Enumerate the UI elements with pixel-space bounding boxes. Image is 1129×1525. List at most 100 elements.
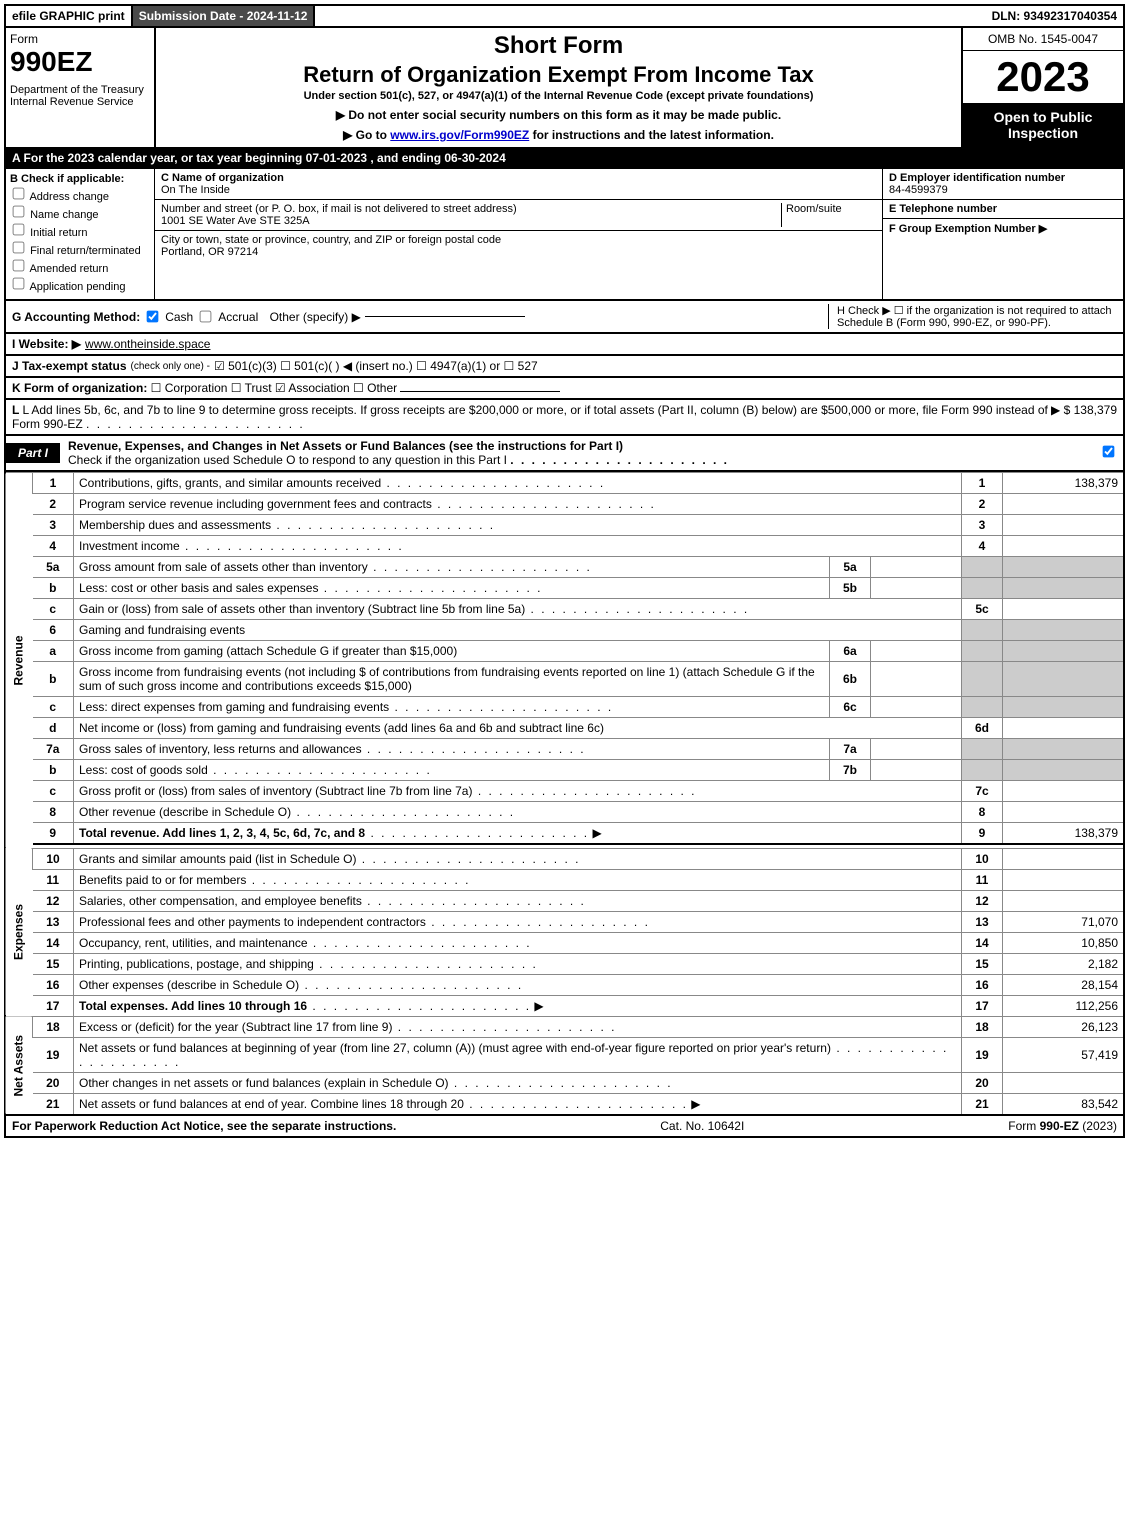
chk-initial-return[interactable]: Initial return xyxy=(10,223,150,239)
line-18-text: Excess or (deficit) for the year (Subtra… xyxy=(79,1020,392,1034)
line-19-text: Net assets or fund balances at beginning… xyxy=(79,1041,831,1055)
form-header: Form 990EZ Department of the Treasury In… xyxy=(4,28,1125,149)
telephone-label: E Telephone number xyxy=(889,203,1117,215)
line-6b-mid-amt xyxy=(871,662,962,697)
line-num: a xyxy=(33,641,74,662)
line-num: 7a xyxy=(33,739,74,760)
dept-irs: Internal Revenue Service xyxy=(10,96,150,108)
line-6d-amt xyxy=(1003,718,1125,739)
line-21-amt: 83,542 xyxy=(1003,1093,1125,1115)
line-num: 2 xyxy=(33,494,74,515)
line-7b-mn: 7b xyxy=(830,760,871,781)
form-org-options[interactable]: ☐ Corporation ☐ Trust ☑ Association ☐ Ot… xyxy=(151,381,397,395)
tax-exempt-label: J Tax-exempt status xyxy=(12,359,127,373)
irs-link[interactable]: www.irs.gov/Form990EZ xyxy=(390,128,529,142)
city-value: Portland, OR 97214 xyxy=(161,246,876,258)
line-16-rn: 16 xyxy=(962,974,1003,995)
line-9-rn: 9 xyxy=(962,823,1003,845)
line-7a-mid-amt xyxy=(871,739,962,760)
row-L-amt-label: ▶ $ xyxy=(1051,403,1070,417)
chk-application-pending[interactable]: Application pending xyxy=(10,277,150,293)
line-7c-amt xyxy=(1003,781,1125,802)
row-I-website: I Website: ▶ www.ontheinside.space xyxy=(4,334,1125,356)
grey-cell xyxy=(962,557,1003,578)
line-5c-amt xyxy=(1003,599,1125,620)
line-13-amt: 71,070 xyxy=(1003,911,1125,932)
line-num: 19 xyxy=(33,1037,74,1072)
footer-form-ref: Form 990-EZ (2023) xyxy=(1008,1119,1117,1133)
line-6c-mn: 6c xyxy=(830,697,871,718)
line-6b-mn: 6b xyxy=(830,662,871,697)
line-16-text: Other expenses (describe in Schedule O) xyxy=(79,978,299,992)
line-5b-mn: 5b xyxy=(830,578,871,599)
line-3-amt xyxy=(1003,515,1125,536)
ssn-warning: ▶ Do not enter social security numbers o… xyxy=(164,108,953,122)
line-num: 3 xyxy=(33,515,74,536)
line-20-rn: 20 xyxy=(962,1072,1003,1093)
line-6d-text: Net income or (loss) from gaming and fun… xyxy=(79,721,604,735)
chk-amended-return[interactable]: Amended return xyxy=(10,259,150,275)
line-11-text: Benefits paid to or for members xyxy=(79,873,246,887)
line-5a-mn: 5a xyxy=(830,557,871,578)
line-13-rn: 13 xyxy=(962,911,1003,932)
website-value[interactable]: www.ontheinside.space xyxy=(85,337,210,351)
part-1-tag: Part I xyxy=(6,443,60,463)
line-2-rn: 2 xyxy=(962,494,1003,515)
efile-print-button[interactable]: efile GRAPHIC print xyxy=(6,6,133,26)
line-17-text: Total expenses. Add lines 10 through 16 xyxy=(79,999,307,1013)
line-3-rn: 3 xyxy=(962,515,1003,536)
line-8-text: Other revenue (describe in Schedule O) xyxy=(79,805,291,819)
part-1-header: Part I Revenue, Expenses, and Changes in… xyxy=(4,436,1125,472)
line-num: 17 xyxy=(33,995,74,1016)
org-name: On The Inside xyxy=(161,184,876,196)
chk-schedule-o-part1[interactable] xyxy=(1103,446,1115,458)
line-19-amt: 57,419 xyxy=(1003,1037,1125,1072)
dln-number: DLN: 93492317040354 xyxy=(986,6,1123,26)
accounting-other-input[interactable] xyxy=(365,316,525,317)
chk-accrual[interactable] xyxy=(200,311,212,323)
line-6-text: Gaming and fundraising events xyxy=(74,620,962,641)
row-H-schedule-b: H Check ▶ ☐ if the organization is not r… xyxy=(828,304,1117,329)
line-5c-rn: 5c xyxy=(962,599,1003,620)
form-org-other-input[interactable] xyxy=(400,391,560,392)
line-12-amt xyxy=(1003,890,1125,911)
line-16-amt: 28,154 xyxy=(1003,974,1125,995)
open-public-badge: Open to Public Inspection xyxy=(963,103,1123,147)
ein-value: 84-4599379 xyxy=(889,184,1117,196)
entity-info-block: B Check if applicable: Address change Na… xyxy=(4,169,1125,301)
title-return: Return of Organization Exempt From Incom… xyxy=(164,62,953,88)
line-6c-mid-amt xyxy=(871,697,962,718)
line-num: b xyxy=(33,760,74,781)
chk-cash[interactable] xyxy=(147,311,159,323)
line-17-amt: 112,256 xyxy=(1003,995,1125,1016)
line-num: c xyxy=(33,599,74,620)
line-num: 1 xyxy=(33,473,74,494)
line-6a-text: Gross income from gaming (attach Schedul… xyxy=(79,644,457,658)
line-11-rn: 11 xyxy=(962,869,1003,890)
line-18-rn: 18 xyxy=(962,1016,1003,1037)
chk-name-change[interactable]: Name change xyxy=(10,205,150,221)
line-num: 6 xyxy=(33,620,74,641)
line-num: 9 xyxy=(33,823,74,845)
page-footer: For Paperwork Reduction Act Notice, see … xyxy=(4,1116,1125,1138)
line-15-text: Printing, publications, postage, and shi… xyxy=(79,957,314,971)
tax-exempt-options[interactable]: ☑ 501(c)(3) ☐ 501(c)( ) ◀ (insert no.) ☐… xyxy=(214,359,538,373)
line-4-text: Investment income xyxy=(79,539,180,553)
row-A-tax-year: A For the 2023 calendar year, or tax yea… xyxy=(4,149,1125,169)
line-1-rn: 1 xyxy=(962,473,1003,494)
chk-address-change[interactable]: Address change xyxy=(10,187,150,203)
line-num: b xyxy=(33,662,74,697)
title-short-form: Short Form xyxy=(164,32,953,60)
line-7a-text: Gross sales of inventory, less returns a… xyxy=(79,742,362,756)
line-5a-text: Gross amount from sale of assets other t… xyxy=(79,560,368,574)
footer-paperwork: For Paperwork Reduction Act Notice, see … xyxy=(12,1119,396,1133)
line-num: 13 xyxy=(33,911,74,932)
tax-exempt-sub: (check only one) - xyxy=(131,361,210,372)
chk-final-return[interactable]: Final return/terminated xyxy=(10,241,150,257)
line-6b-text: Gross income from fundraising events (no… xyxy=(79,665,815,693)
line-num: 12 xyxy=(33,890,74,911)
line-num: 11 xyxy=(33,869,74,890)
line-12-text: Salaries, other compensation, and employ… xyxy=(79,894,362,908)
line-num: 16 xyxy=(33,974,74,995)
grey-cell xyxy=(1003,662,1125,697)
